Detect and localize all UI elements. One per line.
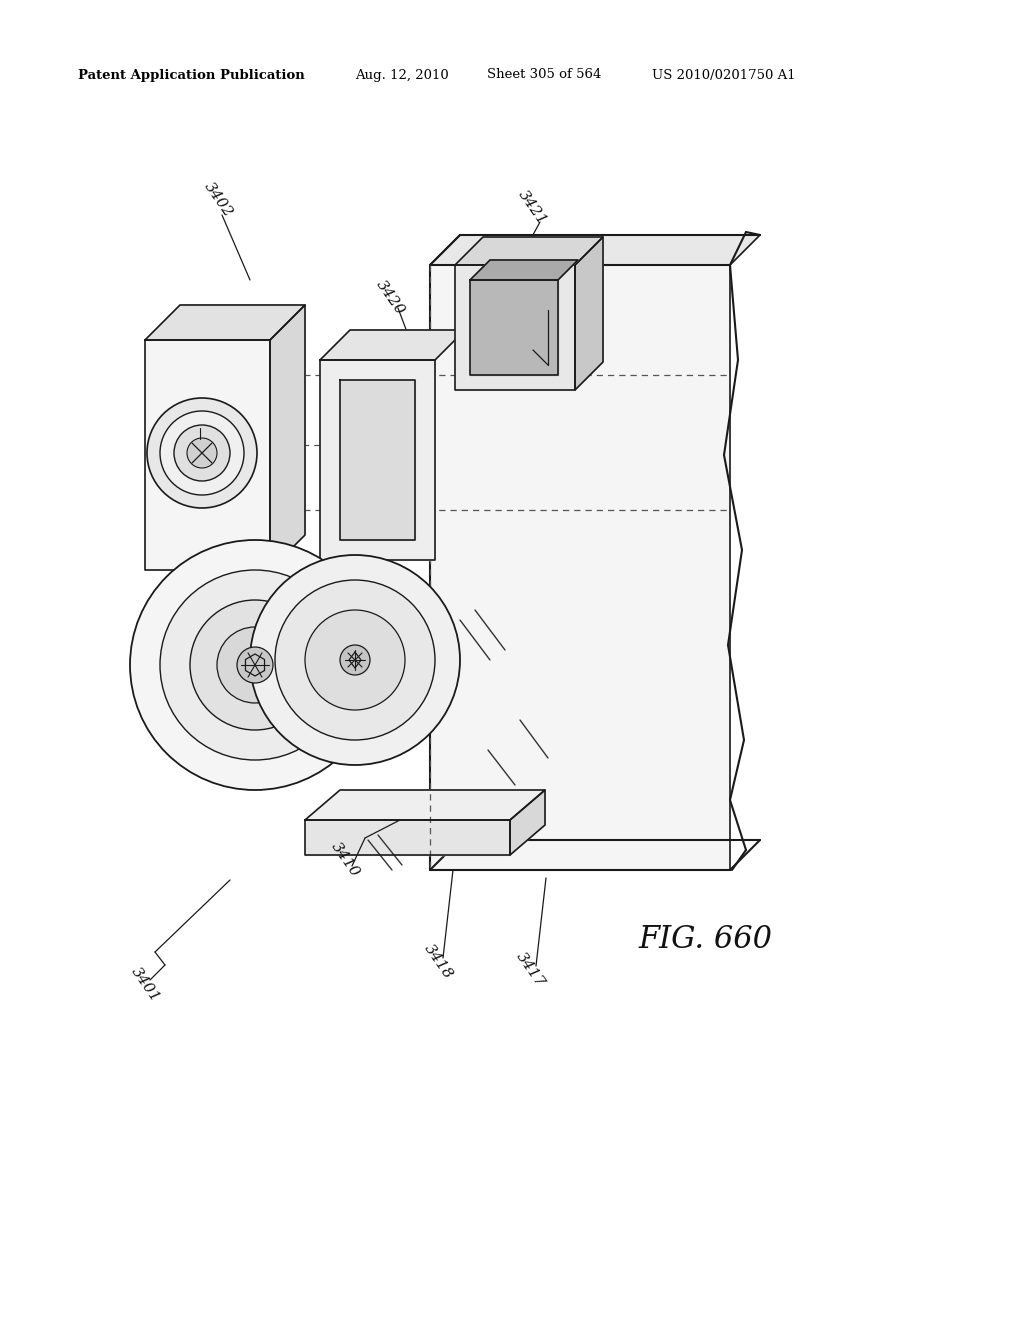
Text: 3402: 3402 (201, 180, 234, 220)
Polygon shape (510, 789, 545, 855)
Polygon shape (470, 260, 578, 280)
Polygon shape (145, 341, 270, 570)
Polygon shape (305, 820, 510, 855)
Polygon shape (455, 265, 575, 389)
Circle shape (174, 425, 230, 480)
Polygon shape (430, 235, 760, 265)
Circle shape (217, 627, 293, 704)
Polygon shape (270, 305, 305, 570)
Polygon shape (455, 238, 603, 265)
Polygon shape (305, 789, 545, 820)
Text: 3418: 3418 (421, 942, 455, 982)
Circle shape (187, 438, 217, 469)
Polygon shape (145, 305, 305, 341)
Text: 3410: 3410 (328, 840, 361, 880)
Text: 3420: 3420 (373, 279, 407, 318)
Text: Patent Application Publication: Patent Application Publication (78, 69, 305, 82)
Circle shape (130, 540, 380, 789)
Polygon shape (470, 280, 558, 375)
Circle shape (340, 645, 370, 675)
Circle shape (160, 570, 350, 760)
Text: Sheet 305 of 564: Sheet 305 of 564 (487, 69, 601, 82)
Polygon shape (430, 265, 730, 870)
Polygon shape (575, 238, 603, 389)
Text: 3417: 3417 (513, 950, 547, 990)
Circle shape (250, 554, 460, 766)
Polygon shape (340, 380, 415, 540)
Text: Aug. 12, 2010: Aug. 12, 2010 (355, 69, 449, 82)
Circle shape (237, 647, 273, 682)
Circle shape (275, 579, 435, 741)
Text: 3403: 3403 (152, 380, 185, 420)
Circle shape (147, 399, 257, 508)
Polygon shape (319, 360, 435, 560)
Text: US 2010/0201750 A1: US 2010/0201750 A1 (652, 69, 796, 82)
Text: 3421: 3421 (515, 187, 549, 228)
Text: 3409: 3409 (156, 602, 189, 642)
Circle shape (190, 601, 319, 730)
Text: FIG. 660: FIG. 660 (638, 924, 772, 956)
Text: 3401: 3401 (128, 965, 162, 1005)
Polygon shape (319, 330, 465, 360)
Circle shape (305, 610, 406, 710)
Circle shape (160, 411, 244, 495)
